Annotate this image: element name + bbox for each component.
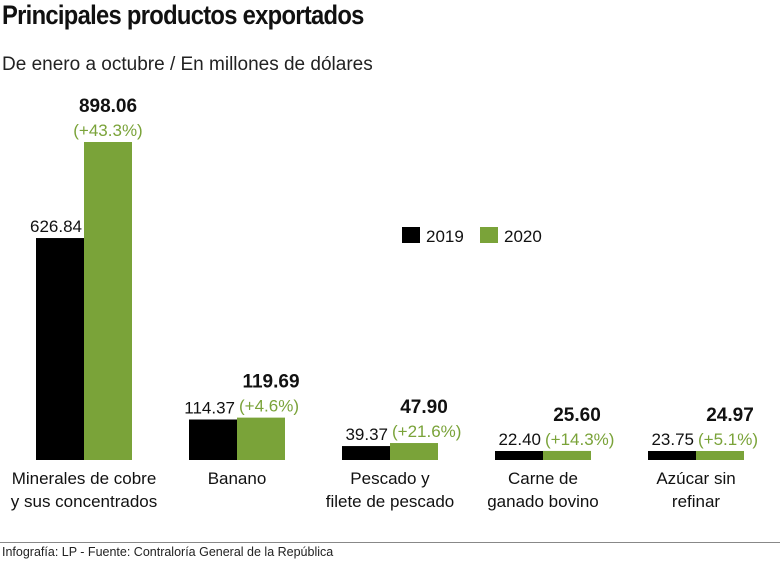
chart-title: Principales productos exportados — [2, 0, 364, 30]
label-2019: 22.40 — [498, 430, 541, 449]
bar-2019 — [342, 446, 390, 460]
label-2019: 23.75 — [651, 430, 694, 449]
legend-swatch-2020 — [480, 227, 498, 243]
chart-subtitle: De enero a octubre / En millones de dóla… — [2, 54, 373, 75]
label-2019: 114.37 — [184, 399, 235, 418]
category-label: Carne de — [508, 469, 578, 488]
category-label: ganado bovino — [487, 492, 599, 511]
bar-2020 — [543, 450, 591, 460]
bar-2019 — [648, 451, 696, 460]
bar-chart: 626.84 (+43.3%) 898.06 Minerales de cobre y … — [11, 96, 758, 511]
bar-2020 — [237, 417, 285, 460]
legend-label-2019: 2019 — [426, 227, 464, 246]
bar-2020 — [390, 443, 438, 460]
bar-2019 — [189, 419, 237, 460]
category-label: Azúcar sin — [656, 469, 735, 488]
legend-label-2020: 2020 — [504, 227, 542, 246]
label-2019: 39.37 — [345, 425, 388, 444]
category-label: Minerales de cobre — [12, 469, 157, 488]
source-note: Infografía: LP - Fuente: Contraloría Gen… — [2, 545, 334, 559]
label-2020: 47.90 — [400, 397, 448, 418]
bar-2019 — [495, 451, 543, 460]
category-label: refinar — [672, 492, 721, 511]
label-change: (+4.6%) — [239, 397, 299, 416]
label-2020: 898.06 — [79, 96, 137, 117]
label-change: (+43.3%) — [73, 121, 142, 140]
legend-swatch-2019 — [402, 227, 420, 243]
footer-divider — [0, 542, 780, 543]
category-label: filete de pescado — [326, 492, 455, 511]
category-label: Banano — [208, 469, 267, 488]
category-label: y sus concentrados — [11, 492, 157, 511]
label-change: (+5.1%) — [698, 430, 758, 449]
label-change: (+14.3%) — [545, 430, 614, 449]
label-change: (+21.6%) — [392, 422, 461, 441]
label-2019: 626.84 — [30, 217, 82, 236]
label-2020: 119.69 — [242, 372, 299, 393]
bar-2020 — [696, 451, 744, 460]
label-2020: 25.60 — [553, 405, 601, 426]
label-2020: 24.97 — [706, 405, 754, 426]
category-label: Pescado y — [350, 469, 430, 488]
bar-2020 — [84, 142, 132, 460]
bar-2019 — [36, 238, 84, 460]
